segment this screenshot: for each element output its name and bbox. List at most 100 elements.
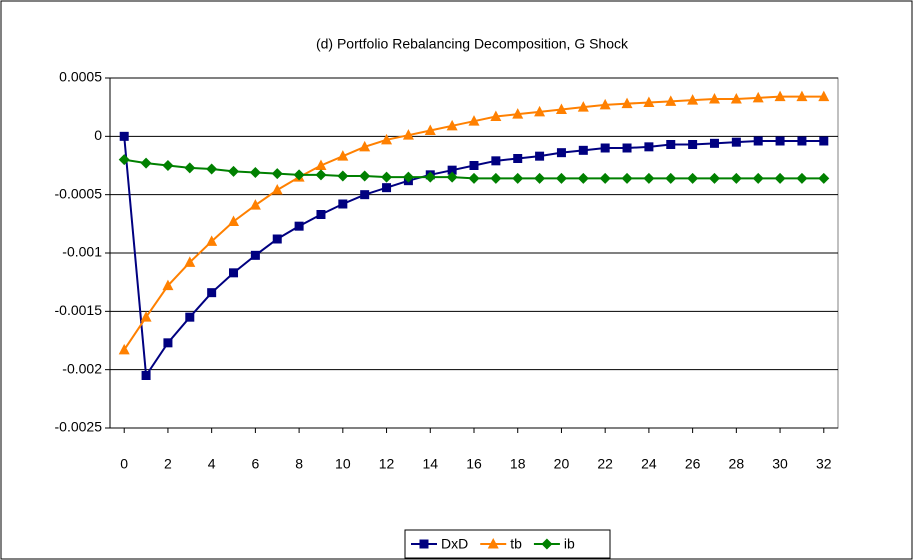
marker xyxy=(534,172,546,184)
marker xyxy=(359,140,371,152)
marker xyxy=(556,148,566,158)
marker xyxy=(708,172,720,184)
marker xyxy=(819,136,829,146)
x-tick-label: 30 xyxy=(772,456,788,472)
marker xyxy=(512,108,524,119)
marker xyxy=(752,91,764,103)
x-tick-label: 6 xyxy=(251,456,259,472)
marker xyxy=(730,172,742,184)
marker xyxy=(621,97,633,109)
marker xyxy=(796,172,808,184)
marker xyxy=(490,172,502,184)
marker xyxy=(578,145,588,155)
marker xyxy=(665,172,677,184)
marker xyxy=(753,136,763,146)
marker xyxy=(381,171,393,183)
x-tick-label: 16 xyxy=(466,456,482,472)
marker xyxy=(447,165,457,175)
marker xyxy=(229,268,239,278)
marker xyxy=(162,279,174,291)
marker xyxy=(599,172,611,184)
marker xyxy=(818,90,830,102)
x-tick-label: 14 xyxy=(422,456,438,472)
marker xyxy=(140,157,152,169)
marker xyxy=(402,171,414,183)
marker xyxy=(338,199,348,209)
marker xyxy=(775,136,785,146)
marker xyxy=(271,184,283,195)
marker xyxy=(487,538,499,549)
marker xyxy=(687,172,699,184)
marker xyxy=(688,140,698,149)
marker xyxy=(490,110,502,121)
marker xyxy=(774,172,786,184)
marker xyxy=(185,312,195,322)
marker xyxy=(818,172,830,184)
x-tick-label: 4 xyxy=(208,456,216,472)
marker xyxy=(294,221,304,231)
marker xyxy=(513,154,523,163)
marker xyxy=(535,151,545,161)
marker xyxy=(469,161,479,170)
marker xyxy=(316,210,326,219)
marker xyxy=(446,171,458,183)
marker xyxy=(534,105,546,117)
marker xyxy=(797,136,807,146)
x-tick-label: 32 xyxy=(816,456,832,472)
y-tick-label: 0.0005 xyxy=(59,69,102,85)
y-tick-label: -0.0015 xyxy=(55,302,103,318)
marker xyxy=(359,170,371,182)
marker xyxy=(228,215,240,226)
y-tick-label: 0 xyxy=(94,127,102,143)
y-tick-label: -0.0005 xyxy=(55,185,103,201)
marker xyxy=(382,183,392,193)
marker xyxy=(599,98,611,110)
marker xyxy=(643,96,655,107)
marker xyxy=(163,338,173,348)
x-tick-label: 28 xyxy=(729,456,745,472)
marker xyxy=(424,171,436,183)
x-tick-label: 20 xyxy=(554,456,570,472)
marker xyxy=(337,170,349,182)
marker xyxy=(402,129,414,140)
chart-title: (d) Portfolio Rebalancing Decomposition,… xyxy=(316,36,629,52)
marker xyxy=(207,288,217,298)
marker xyxy=(381,133,393,145)
marker xyxy=(119,131,129,141)
marker xyxy=(709,138,719,148)
marker xyxy=(118,343,130,355)
marker xyxy=(731,137,741,147)
marker xyxy=(419,539,429,549)
x-tick-label: 8 xyxy=(295,456,303,472)
marker xyxy=(491,156,501,166)
legend-label: tb xyxy=(510,536,522,552)
y-tick-label: -0.002 xyxy=(62,360,102,376)
marker xyxy=(228,165,240,177)
marker xyxy=(272,234,282,244)
x-tick-label: 2 xyxy=(164,456,172,472)
marker xyxy=(600,143,610,153)
legend-label: ib xyxy=(564,536,575,552)
marker xyxy=(730,93,742,104)
marker xyxy=(249,167,261,178)
marker xyxy=(752,172,764,184)
marker xyxy=(360,190,370,200)
marker xyxy=(644,142,654,152)
y-tick-label: -0.001 xyxy=(62,244,102,260)
marker xyxy=(162,160,174,171)
marker xyxy=(665,95,677,106)
x-tick-label: 26 xyxy=(685,456,701,472)
marker xyxy=(687,94,699,105)
marker xyxy=(184,162,196,174)
marker xyxy=(577,101,589,112)
marker xyxy=(555,172,567,184)
marker xyxy=(468,115,480,126)
marker xyxy=(577,172,589,184)
marker xyxy=(293,169,305,181)
marker xyxy=(271,168,283,180)
marker xyxy=(315,169,327,181)
marker xyxy=(541,538,553,550)
marker xyxy=(774,90,786,102)
x-tick-label: 0 xyxy=(120,456,128,472)
